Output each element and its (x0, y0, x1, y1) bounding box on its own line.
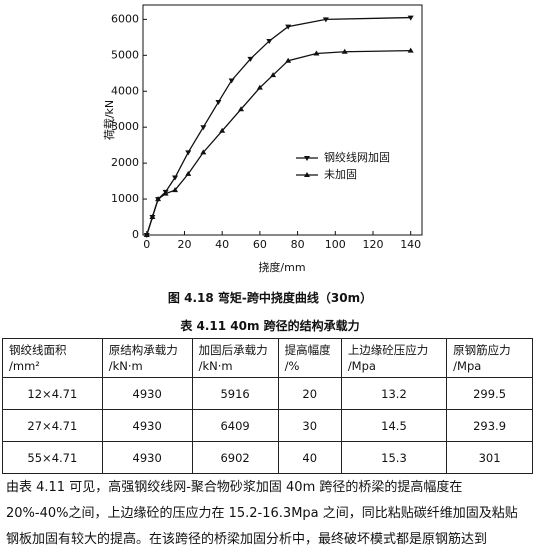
x-tick-label: 100 (325, 238, 346, 251)
point-marker (200, 125, 207, 131)
legend-label: 钢绞线网加固 (324, 150, 390, 164)
table-cell: 299.5 (446, 377, 533, 410)
point-marker (200, 149, 207, 155)
figure-caption: 图 4.18 弯矩-跨中挠度曲线（30m） (167, 291, 373, 305)
y-tick-label: 6000 (111, 12, 139, 25)
y-tick-label: 4000 (111, 84, 139, 97)
point-marker (304, 172, 310, 177)
table-cell: 6902 (191, 441, 279, 474)
x-tick-label: 120 (362, 238, 383, 251)
table-row: 27×4.71 4930 6409 30 14.5 293.9 (2, 409, 533, 442)
point-marker (172, 175, 179, 181)
header-text: /% (284, 359, 300, 373)
plot-frame (142, 4, 423, 236)
header-text: /Mpa (347, 359, 376, 373)
paragraph-line: 20%-40%之间，上边缘砼的压应力在 15.2-16.3Mpa 之间，同比粘贴… (6, 506, 518, 521)
point-marker (185, 150, 192, 156)
table-cell: 14.5 (340, 409, 448, 442)
y-tick-label: 0 (132, 228, 139, 241)
table-cell: 13.2 (340, 377, 448, 410)
table-cell: 30 (277, 409, 342, 442)
point-marker (228, 78, 235, 84)
point-marker (285, 24, 292, 30)
x-axis-label: 挠度/mm (258, 260, 305, 274)
point-marker (304, 156, 310, 161)
series-line (146, 16, 411, 236)
point-marker (285, 57, 292, 63)
header-cell: 上边缘砼压应力/Mpa (340, 338, 448, 378)
series-line (146, 49, 411, 236)
point-marker (256, 84, 263, 90)
table-cell: 27×4.71 (2, 409, 103, 442)
header-text: 上边缘砼压应力 (347, 343, 429, 357)
y-tick-label: 2000 (111, 156, 139, 169)
point-marker (219, 127, 226, 133)
header-cell: 原钢筋应力/Mpa (446, 338, 533, 378)
y-tick-label: 3000 (111, 120, 139, 133)
table-cell: 4930 (101, 409, 193, 442)
point-marker (149, 214, 156, 220)
point-marker (185, 170, 192, 176)
table-cell: 6409 (191, 409, 279, 442)
table-row: 55×4.71 4930 6902 40 15.3 301 (2, 441, 533, 474)
y-tick-label: 1000 (111, 192, 139, 205)
y-tick-label: 5000 (111, 48, 139, 61)
paragraph-line: 由表 4.11 可见，高强钢绞线网-聚合物砂浆加固 40m 跨径的桥梁的提高幅度… (6, 480, 463, 495)
header-text: 提高幅度 (284, 343, 331, 357)
point-marker (341, 48, 348, 54)
point-marker (215, 100, 222, 106)
header-cell: 原结构承载力/kN·m (101, 338, 193, 378)
legend-label: 未加固 (324, 168, 357, 181)
header-text: 加固后承载力 (198, 343, 268, 357)
header-text: /mm² (9, 359, 40, 373)
point-marker (247, 56, 254, 62)
table-cell: 40 (277, 441, 342, 474)
x-tick-label: 80 (291, 238, 305, 251)
point-marker (270, 72, 277, 78)
table-cell: 5916 (191, 377, 279, 410)
table-cell: 301 (446, 441, 533, 474)
table-cell: 293.9 (446, 409, 533, 442)
header-text: /kN·m (108, 359, 143, 373)
x-tick-label: 40 (215, 238, 229, 251)
y-axis-label: 荷载/kN (103, 100, 116, 140)
table-cell: 4930 (101, 441, 193, 474)
table-cell: 12×4.71 (2, 377, 103, 410)
paragraph-line: 钢板加固有较大的提高。在该跨径的桥梁加固分析中，最终破坏模式都是原钢筋达到 (6, 532, 488, 547)
table-cell: 4930 (101, 377, 193, 410)
header-text: 原结构承载力 (108, 343, 178, 357)
x-tick-label: 20 (177, 238, 191, 251)
table-cell: 15.3 (340, 441, 448, 474)
x-tick-label: 60 (253, 238, 267, 251)
x-tick-label: 0 (143, 238, 150, 251)
header-text: 原钢筋应力 (453, 343, 511, 357)
header-row: 钢绞线面积/mm² 原结构承载力/kN·m 加固后承载力/kN·m 提高幅度/% 上边缘… (2, 338, 533, 378)
point-marker (313, 50, 320, 56)
point-marker (172, 187, 179, 193)
chart: 荷载/kN 挠度/mm 0 1000 2000 3000 4000 5000 6000 0 20… (103, 4, 423, 274)
table-row: 12×4.71 4930 5916 20 13.2 299.5 (2, 377, 533, 410)
table-cell: 55×4.71 (2, 441, 103, 474)
header-cell: 钢绞线面积/mm² (2, 338, 103, 378)
header-text: 钢绞线面积 (9, 343, 67, 357)
header-cell: 加固后承载力/kN·m (191, 338, 279, 378)
table: 钢绞线面积/mm² 原结构承载力/kN·m 加固后承载力/kN·m 提高幅度/% 上边缘… (2, 338, 533, 474)
point-marker (407, 47, 414, 53)
header-cell: 提高幅度 /% (277, 338, 342, 378)
x-tick-label: 140 (400, 238, 421, 251)
point-marker (407, 15, 414, 21)
table-cell: 20 (277, 377, 342, 410)
point-marker (238, 106, 245, 112)
point-marker (266, 38, 273, 44)
point-marker (155, 196, 162, 202)
header-text: /Mpa (453, 359, 482, 373)
point-marker (143, 232, 150, 237)
header-text: /kN·m (198, 359, 233, 373)
table-title: 表 4.11 40m 跨径的结构承载力 (180, 319, 360, 333)
point-marker (322, 17, 329, 23)
point-marker (162, 190, 169, 196)
